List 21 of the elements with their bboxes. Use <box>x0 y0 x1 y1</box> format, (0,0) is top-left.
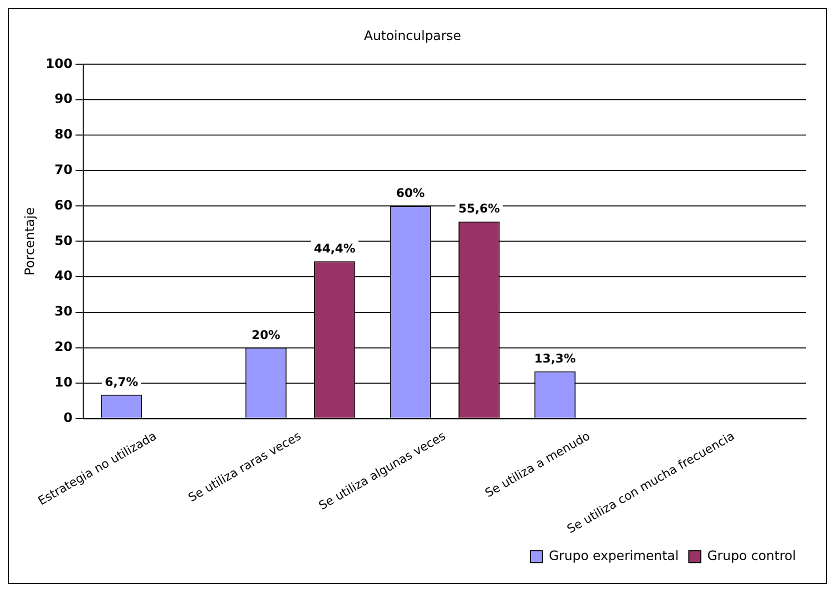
y-tick-label: 20 <box>54 340 73 355</box>
y-tick-label: 100 <box>46 56 73 72</box>
legend-label: Grupo experimental <box>548 548 679 564</box>
y-axis-title: Porcentaje <box>23 207 38 276</box>
y-tick-label: 0 <box>64 410 73 426</box>
y-tick-label: 40 <box>54 269 73 284</box>
data-label: 60% <box>396 186 425 200</box>
y-tick-label: 60 <box>54 198 73 214</box>
data-label: 20% <box>252 328 280 342</box>
y-tick-label: 50 <box>54 234 73 249</box>
y-tick-label: 90 <box>54 92 73 108</box>
data-label: 55,6% <box>458 202 500 216</box>
data-label: 6,7% <box>104 374 138 389</box>
y-tick-label: 80 <box>54 128 73 143</box>
data-label: 13,3% <box>534 351 576 366</box>
y-tick-label: 30 <box>54 304 73 320</box>
y-tick-label: 10 <box>54 375 73 390</box>
data-label: 44,4% <box>314 241 356 256</box>
y-tick-label: 70 <box>54 162 73 178</box>
legend-label: Grupo control <box>707 548 796 564</box>
chart-title: Autoinculparse <box>364 29 462 44</box>
